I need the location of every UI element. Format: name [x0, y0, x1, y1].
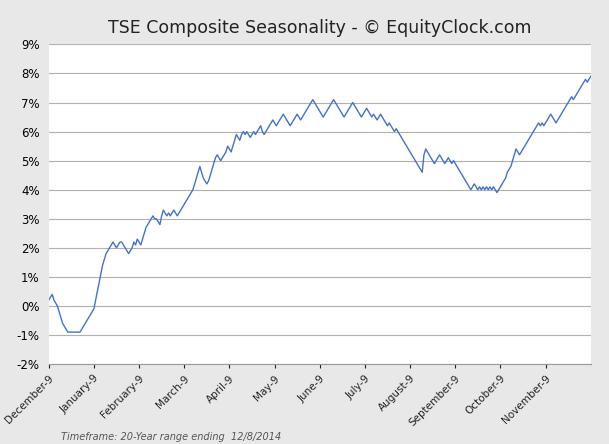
Title: TSE Composite Seasonality - © EquityClock.com: TSE Composite Seasonality - © EquityCloc… — [108, 19, 532, 37]
Text: Timeframe: 20-Year range ending  12/8/2014: Timeframe: 20-Year range ending 12/8/201… — [61, 432, 281, 442]
